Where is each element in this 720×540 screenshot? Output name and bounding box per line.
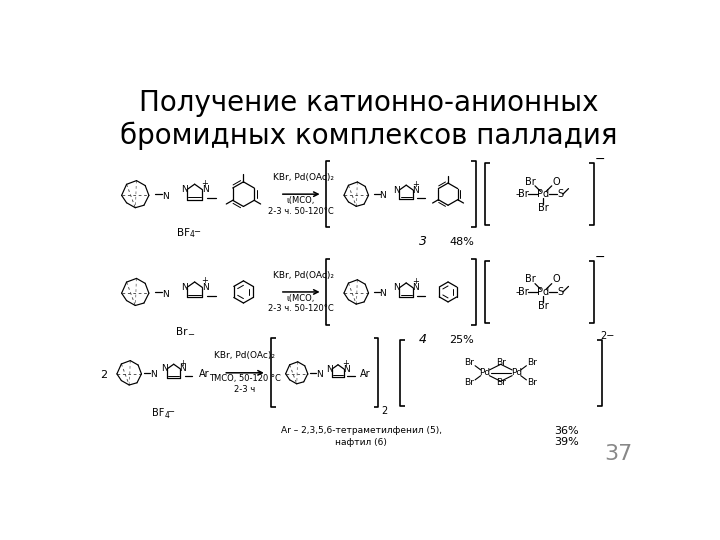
Text: Br: Br (518, 189, 529, 199)
Text: KBr, Pd(OAc)₂: KBr, Pd(OAc)₂ (273, 271, 333, 280)
Text: Br: Br (496, 378, 505, 387)
Text: N: N (202, 185, 209, 194)
Text: N: N (393, 186, 400, 194)
Text: 3: 3 (419, 235, 427, 248)
Text: 2-3 ч: 2-3 ч (235, 385, 256, 394)
Text: +: + (201, 179, 208, 187)
Text: ι(MCO,: ι(MCO, (287, 196, 315, 205)
Text: Ar: Ar (360, 369, 370, 379)
Text: 36%: 36% (554, 426, 579, 436)
Text: +: + (179, 359, 186, 368)
Text: N: N (413, 186, 419, 194)
Text: Ar – 2,3,5,6-тетраметилфенил (5),: Ar – 2,3,5,6-тетраметилфенил (5), (281, 426, 442, 435)
Text: KBr, Pd(OAc)₂: KBr, Pd(OAc)₂ (273, 173, 333, 182)
Text: −: − (193, 227, 199, 237)
Text: S: S (557, 287, 563, 297)
Text: N: N (379, 191, 387, 200)
Text: N: N (179, 364, 186, 374)
Text: 4: 4 (190, 231, 194, 239)
Text: O: O (552, 274, 559, 285)
Text: N: N (326, 364, 333, 374)
Text: Br: Br (526, 177, 536, 187)
Text: 4: 4 (164, 410, 169, 420)
Text: KBr, Pd(OAc)₂: KBr, Pd(OAc)₂ (215, 352, 276, 360)
Text: N: N (379, 289, 387, 298)
Text: –: – (516, 189, 521, 199)
Text: Pd: Pd (537, 189, 549, 199)
Text: N: N (202, 283, 209, 292)
Text: нафтил (6): нафтил (6) (336, 437, 387, 447)
Text: 2-3 ч. 50-120°C: 2-3 ч. 50-120°C (268, 305, 333, 313)
Text: ТМСО, 50-120 °C: ТМСО, 50-120 °C (209, 374, 281, 383)
Text: Pd: Pd (537, 287, 549, 297)
Text: Br: Br (526, 274, 536, 285)
Text: BF: BF (176, 228, 189, 238)
Text: +: + (412, 180, 419, 188)
Text: N: N (393, 284, 400, 293)
Text: N: N (343, 364, 350, 374)
Text: Br: Br (518, 287, 529, 297)
Text: N: N (163, 192, 169, 201)
Text: 2−: 2− (600, 331, 615, 341)
Text: 37: 37 (604, 444, 632, 464)
Text: ι(MCO,: ι(MCO, (287, 294, 315, 302)
Text: 4: 4 (419, 333, 427, 346)
Text: N: N (316, 370, 323, 379)
Text: N: N (181, 283, 187, 292)
Text: 2: 2 (382, 406, 387, 416)
Text: Получение катионно-анионных
бромидных комплексов палладия: Получение катионно-анионных бромидных ко… (120, 90, 618, 150)
Text: −: − (595, 251, 606, 264)
Text: +: + (201, 276, 208, 285)
Text: 39%: 39% (554, 437, 579, 447)
Text: Pd: Pd (480, 368, 490, 377)
Text: Br: Br (464, 378, 474, 387)
Text: Br: Br (496, 359, 505, 367)
Text: N: N (163, 290, 169, 299)
Text: Pd: Pd (511, 368, 522, 377)
Text: N: N (181, 185, 187, 194)
Text: S: S (557, 189, 563, 199)
Text: Br: Br (538, 203, 549, 213)
Text: N: N (161, 364, 168, 374)
Text: N: N (413, 284, 419, 293)
Text: N: N (150, 370, 157, 379)
Text: +: + (412, 278, 419, 286)
Text: +: + (343, 359, 349, 368)
Text: O: O (552, 177, 559, 187)
Text: Br: Br (176, 327, 187, 337)
Text: Ar: Ar (199, 369, 210, 379)
Text: −: − (595, 153, 606, 166)
Text: BF: BF (152, 408, 164, 418)
Text: 48%: 48% (449, 237, 474, 247)
Text: –: – (516, 287, 521, 297)
Text: 2-3 ч. 50-120°C: 2-3 ч. 50-120°C (268, 207, 333, 215)
Text: Br: Br (527, 359, 537, 367)
Text: −: − (187, 330, 194, 339)
Text: Br: Br (464, 359, 474, 367)
Text: −: − (167, 408, 174, 416)
Text: Br: Br (527, 378, 537, 387)
Text: Br: Br (538, 301, 549, 311)
Text: 25%: 25% (449, 335, 474, 345)
Text: 2: 2 (100, 370, 107, 380)
